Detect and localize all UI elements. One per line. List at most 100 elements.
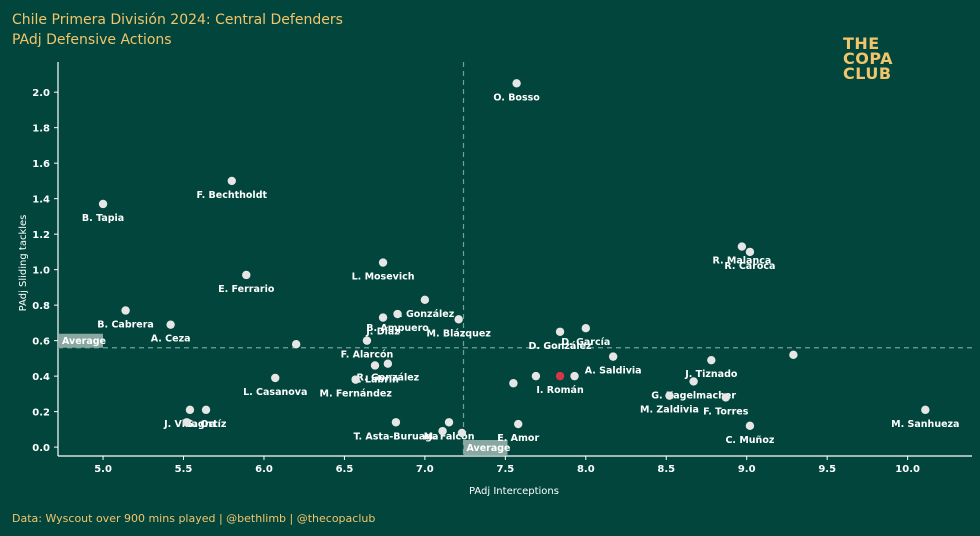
y-axis-label: PAdj Sliding tackles <box>18 215 29 312</box>
point-label: A. Ceza <box>151 334 191 345</box>
point-label: G. Kagelmacher <box>651 390 736 401</box>
data-point <box>378 313 388 322</box>
data-point <box>689 377 698 386</box>
point-label: I. Román <box>536 385 584 396</box>
point-label: L. Casanova <box>243 387 307 398</box>
point-label: R. Malanca <box>713 256 772 267</box>
point-label: M. Fernández <box>320 389 393 400</box>
point-label: I. González <box>396 309 455 320</box>
point-label: M. Blázquez <box>427 328 492 339</box>
data-point <box>444 418 454 427</box>
data-point <box>581 324 591 333</box>
data-point <box>378 258 388 267</box>
point-label: C. Muñoz <box>725 435 774 446</box>
point-label: T. Asta-Buruaga <box>353 431 438 442</box>
data-point <box>457 428 467 438</box>
data-point <box>514 419 523 429</box>
x-axis-label: PAdj Interceptions <box>469 486 559 497</box>
copa-club-logo: THE COPA CLUB <box>843 36 893 83</box>
average-y-label-box <box>59 333 103 348</box>
axis-ticks: 5.0 5.5 6.0 6.5 7.0 7.5 8.0 8.5 9.0 9.5 10.0 0.0 0.2… <box>32 88 920 475</box>
point-label: B. Tapia <box>82 213 124 224</box>
data-point <box>370 361 380 370</box>
point-label: E. Ferrario <box>218 284 275 295</box>
data-point <box>362 336 372 345</box>
data-point <box>512 79 521 88</box>
point-label: E. Amor <box>497 433 539 444</box>
x-tick-label: 8.0 <box>577 464 595 475</box>
chart-title: Chile Primera División 2024: Central Def… <box>12 12 343 28</box>
x-tick-label: 7.5 <box>496 464 514 475</box>
average-lines: Average Average <box>58 62 972 456</box>
y-tick-label: 1.2 <box>32 230 50 241</box>
point-label: R. González <box>357 373 420 384</box>
data-point <box>438 426 447 436</box>
data-point <box>745 421 755 431</box>
footer-source: Data: Wyscout over 900 mins played | @be… <box>12 512 376 525</box>
y-tick-label: 1.6 <box>32 159 50 170</box>
data-point <box>291 339 301 349</box>
x-tick-label: 9.5 <box>818 464 836 475</box>
point-label: B. Ampuero <box>366 323 429 334</box>
data-point <box>921 405 930 415</box>
point-label: J. Díaz <box>365 327 400 338</box>
y-tick-label: 0.4 <box>32 372 50 383</box>
data-point <box>166 320 175 329</box>
data-point <box>391 418 401 427</box>
point-label: C. Labrín <box>351 374 399 385</box>
data-point <box>420 295 430 305</box>
data-point <box>608 352 618 361</box>
point-label: M. Sanhueza <box>891 419 959 430</box>
y-tick-label: 1.8 <box>32 124 50 135</box>
point-label: J. Tiznado <box>684 369 738 380</box>
x-tick-label: 10.0 <box>895 464 920 475</box>
x-tick-label: 9.0 <box>738 464 756 475</box>
x-tick-label: 6.5 <box>336 464 354 475</box>
y-tick-label: 0.2 <box>32 408 50 419</box>
data-point <box>665 391 674 400</box>
data-point <box>745 247 755 257</box>
average-x-label: Average <box>467 443 511 454</box>
y-tick-label: 0.6 <box>32 337 50 348</box>
x-tick-label: 7.0 <box>416 464 434 475</box>
point-label: R. Caroca <box>724 261 775 272</box>
point-label: L. Mosevich <box>352 272 415 283</box>
y-tick-label: 0.8 <box>32 301 50 312</box>
data-point <box>454 315 463 324</box>
point-label: B. Cabrera <box>97 319 154 330</box>
point-label: O. Bosso <box>493 92 540 103</box>
logo-line-3: CLUB <box>843 64 892 83</box>
data-point <box>555 327 565 336</box>
data-point <box>201 405 211 415</box>
y-tick-label: 0.0 <box>32 443 50 454</box>
average-x-label-box <box>463 440 508 455</box>
x-tick-label: 6.0 <box>255 464 273 475</box>
x-tick-label: 5.5 <box>175 464 193 475</box>
x-tick-label: 5.0 <box>94 464 112 475</box>
data-point <box>707 355 716 365</box>
data-point <box>227 176 236 186</box>
point-label: A. Saldivia <box>585 366 642 377</box>
chart-subtitle: PAdj Defensive Actions <box>12 32 172 48</box>
average-y-label: Average <box>62 336 106 347</box>
data-point <box>509 379 518 388</box>
data-point <box>737 242 747 251</box>
y-tick-label: 2.0 <box>32 88 50 99</box>
data-point <box>182 418 191 427</box>
data-point <box>351 375 360 384</box>
data-point <box>570 371 579 381</box>
point-label: F. Alarcón <box>341 350 394 361</box>
point-label: M. Zaldivia <box>640 405 699 416</box>
data-point <box>242 270 251 280</box>
data-point <box>721 393 730 402</box>
point-label: G. Ortíz <box>186 419 227 430</box>
x-tick-label: 8.5 <box>657 464 675 475</box>
chart-axes <box>57 62 972 457</box>
logo-line-2: COPA <box>843 49 893 68</box>
data-point <box>789 350 798 360</box>
data-point <box>555 371 565 381</box>
point-label: M. Falcón <box>424 431 475 442</box>
data-point <box>98 199 108 209</box>
